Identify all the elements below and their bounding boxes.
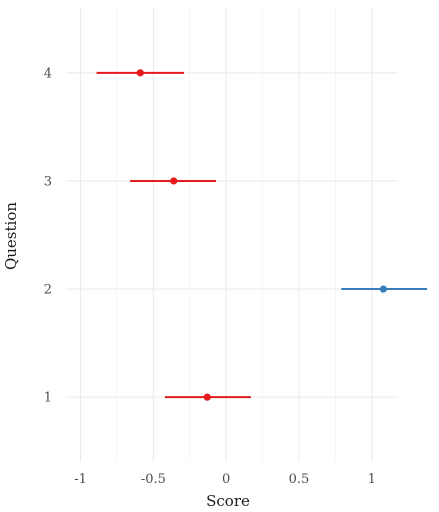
y-tick-label: 1	[44, 391, 52, 406]
x-tick-label: 0.5	[289, 472, 310, 487]
y-tick-label: 2	[44, 283, 52, 298]
y-tick-labels: 1 2 3 4	[44, 66, 52, 405]
x-axis-title: Score	[206, 492, 250, 510]
grid-layer	[66, 8, 398, 462]
x-tick-label: 1	[368, 472, 376, 487]
point-q4	[136, 69, 144, 77]
y-axis-title: Question	[2, 202, 20, 270]
point-q2	[379, 285, 388, 293]
mark-layer	[96, 69, 428, 401]
x-tick-label: 0	[222, 472, 230, 487]
y-tick-label: 3	[44, 174, 52, 189]
point-q1	[203, 393, 211, 401]
x-tick-labels: -1 -0.5 0 0.5 1	[74, 472, 376, 487]
point-q3	[170, 177, 178, 185]
x-tick-label: -0.5	[141, 472, 166, 487]
y-tick-label: 4	[44, 66, 52, 81]
x-tick-label: -1	[74, 472, 87, 487]
